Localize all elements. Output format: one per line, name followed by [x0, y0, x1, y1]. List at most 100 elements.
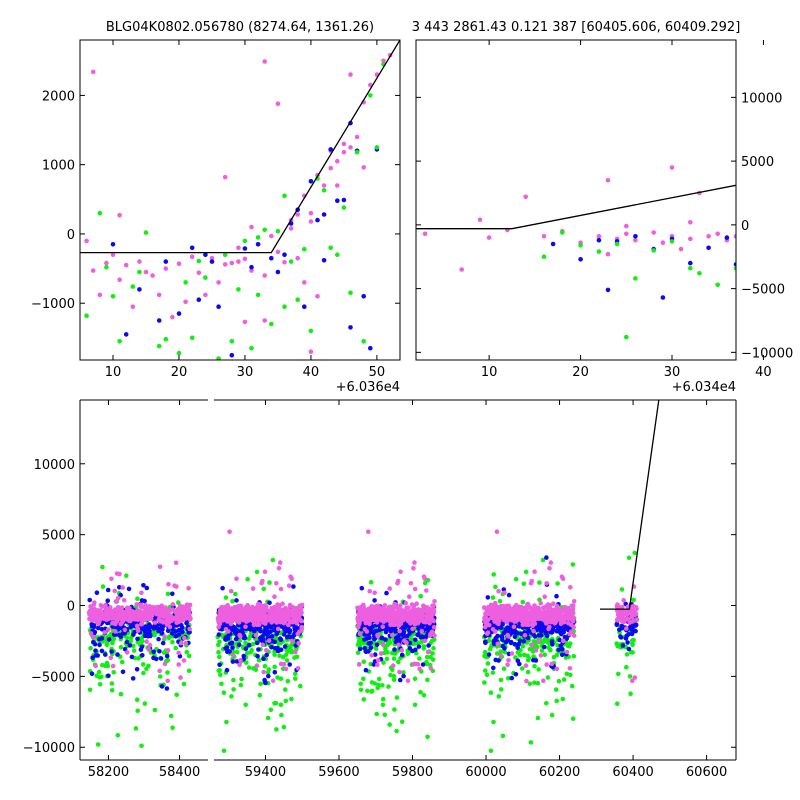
data-point-magenta	[633, 605, 639, 610]
data-point-green	[425, 734, 430, 740]
data-point-magenta	[238, 658, 243, 663]
data-point-magenta	[247, 605, 252, 611]
data-point-green	[374, 145, 380, 150]
data-point-magenta	[289, 576, 295, 581]
data-point-green	[293, 671, 298, 677]
data-point-magenta	[328, 165, 334, 171]
data-point-green	[157, 674, 163, 679]
data-point-green	[632, 550, 637, 556]
data-point-blue	[348, 325, 353, 330]
zoom-right-plot-area	[416, 165, 736, 340]
data-point-magenta	[254, 609, 259, 615]
data-point-blue	[596, 237, 602, 243]
data-point-blue	[538, 633, 544, 638]
data-point-green	[128, 639, 133, 644]
data-point-green	[624, 334, 629, 340]
data-point-green	[139, 743, 144, 749]
data-point-green	[715, 282, 720, 288]
data-point-green	[262, 227, 268, 233]
data-point-green	[619, 587, 625, 592]
data-point-magenta	[397, 605, 402, 610]
data-point-magenta	[110, 252, 116, 257]
data-point-green	[87, 687, 93, 693]
x-tick-label: 60200	[539, 765, 580, 780]
data-point-magenta	[486, 609, 491, 615]
data-point-blue	[308, 179, 314, 184]
data-point-magenta	[246, 611, 252, 616]
data-point-magenta	[626, 608, 631, 614]
data-point-blue	[281, 625, 287, 630]
data-point-blue	[402, 624, 407, 629]
data-point-blue	[321, 258, 327, 263]
data-point-magenta	[262, 318, 268, 323]
data-point-magenta	[281, 661, 287, 667]
y-tick-label: 1000	[42, 159, 75, 174]
data-point-magenta	[104, 260, 109, 266]
data-point-green	[285, 678, 291, 684]
data-point-magenta	[406, 615, 412, 620]
data-point-green	[388, 672, 393, 678]
data-point-green	[181, 681, 187, 687]
data-point-green	[596, 249, 602, 254]
data-point-green	[335, 252, 340, 257]
data-point-green	[491, 572, 497, 577]
data-point-green	[394, 695, 400, 700]
data-point-magenta	[375, 662, 380, 668]
data-point-green	[564, 671, 570, 677]
data-point-blue	[159, 626, 164, 631]
data-point-magenta	[91, 634, 96, 640]
data-point-green	[539, 648, 545, 653]
data-point-green	[161, 650, 167, 655]
data-point-green	[109, 681, 115, 686]
data-point-blue	[158, 656, 164, 661]
data-point-green	[355, 642, 361, 648]
data-point-magenta	[551, 601, 556, 606]
data-point-blue	[357, 646, 363, 652]
data-point-green	[104, 264, 109, 270]
data-point-magenta	[272, 604, 278, 610]
data-point-green	[355, 650, 361, 655]
data-point-magenta	[632, 675, 638, 680]
data-point-magenta	[660, 240, 666, 245]
data-point-green	[560, 696, 566, 702]
y-tick-label: −5000	[31, 670, 75, 685]
data-point-blue	[132, 629, 137, 635]
data-point-blue	[123, 332, 129, 337]
data-point-green	[183, 280, 188, 285]
data-point-blue	[502, 646, 507, 651]
data-point-blue	[724, 235, 730, 240]
data-point-magenta	[269, 233, 274, 239]
data-point-magenta	[157, 668, 162, 674]
data-point-green	[104, 660, 110, 666]
data-point-blue	[234, 598, 239, 603]
data-point-green	[110, 294, 116, 299]
data-point-green	[380, 702, 386, 708]
data-point-magenta	[261, 669, 267, 675]
data-point-green	[302, 246, 307, 252]
zoom-left-series-magenta	[84, 52, 393, 355]
data-point-blue	[509, 630, 514, 636]
data-point-green	[133, 726, 139, 731]
data-point-magenta	[382, 611, 388, 617]
data-point-magenta	[390, 605, 395, 611]
data-point-blue	[706, 245, 711, 251]
data-point-magenta	[412, 586, 418, 592]
data-point-magenta	[571, 633, 577, 638]
data-point-blue	[264, 652, 270, 658]
data-point-magenta	[156, 292, 162, 298]
data-point-magenta	[146, 616, 151, 622]
data-point-magenta	[531, 628, 536, 634]
data-point-green	[236, 287, 241, 292]
data-point-magenta	[397, 614, 402, 619]
data-point-magenta	[182, 635, 187, 641]
data-point-magenta	[132, 617, 138, 622]
data-point-magenta	[138, 602, 143, 608]
data-point-green	[497, 598, 503, 604]
data-point-green	[697, 271, 702, 276]
data-point-blue	[361, 294, 367, 299]
data-point-magenta	[286, 583, 292, 588]
zoom-left-fit-line	[80, 40, 400, 254]
data-point-magenta	[523, 194, 528, 200]
data-point-green	[186, 653, 192, 659]
data-point-magenta	[398, 569, 403, 574]
